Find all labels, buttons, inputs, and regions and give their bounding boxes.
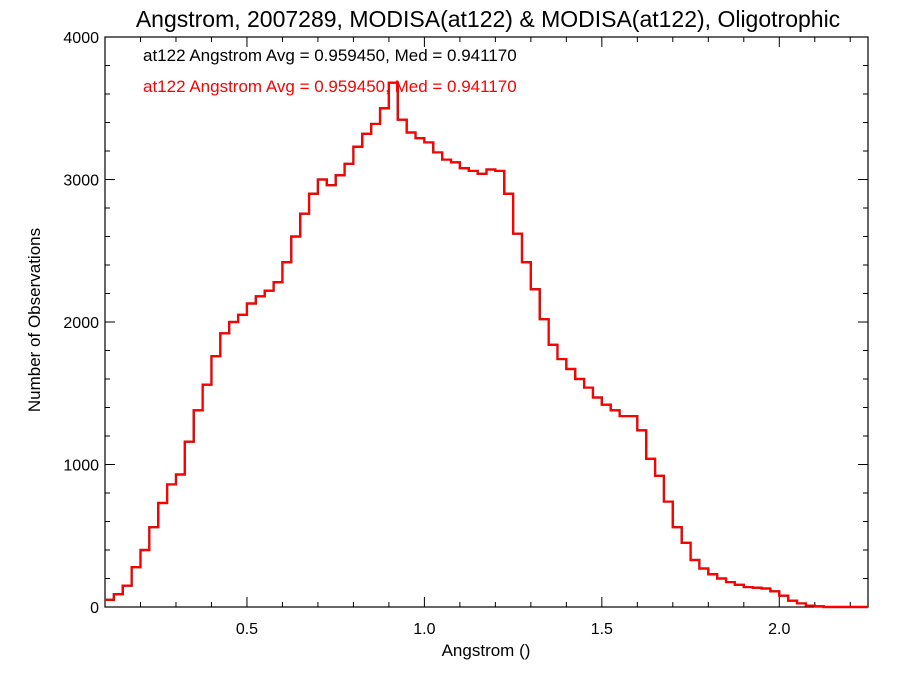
plot-frame [104, 36, 869, 608]
legend-entry-red: at122 Angstrom Avg = 0.959450, Med = 0.9… [143, 77, 517, 96]
x-axis-ticks: 0.5 1.0 1.5 2.0 [104, 37, 851, 638]
y-tick-label: 0 [90, 600, 99, 617]
y-tick-label: 3000 [63, 173, 99, 190]
x-tick-label: 0.5 [236, 621, 258, 638]
y-tick-label: 2000 [63, 315, 99, 332]
x-axis-label: Angstrom () [442, 641, 531, 660]
y-tick-label: 4000 [63, 30, 99, 47]
series-layer [105, 81, 868, 609]
y-axis-ticks: 0 1000 2000 3000 4000 [63, 30, 868, 617]
y-tick-label: 1000 [63, 458, 99, 475]
x-tick-label: 2.0 [768, 621, 790, 638]
series-red-histogram [105, 81, 868, 609]
chart-title: Angstrom, 2007289, MODISA(at122) & MODIS… [136, 6, 840, 32]
axes [104, 36, 869, 608]
x-tick-label: 1.0 [413, 621, 435, 638]
x-tick-label: 1.5 [591, 621, 613, 638]
y-axis-label: Number of Observations [25, 228, 44, 412]
legend-entry-black: at122 Angstrom Avg = 0.959450, Med = 0.9… [143, 46, 517, 65]
legend: at122 Angstrom Avg = 0.959450, Med = 0.9… [143, 46, 517, 96]
